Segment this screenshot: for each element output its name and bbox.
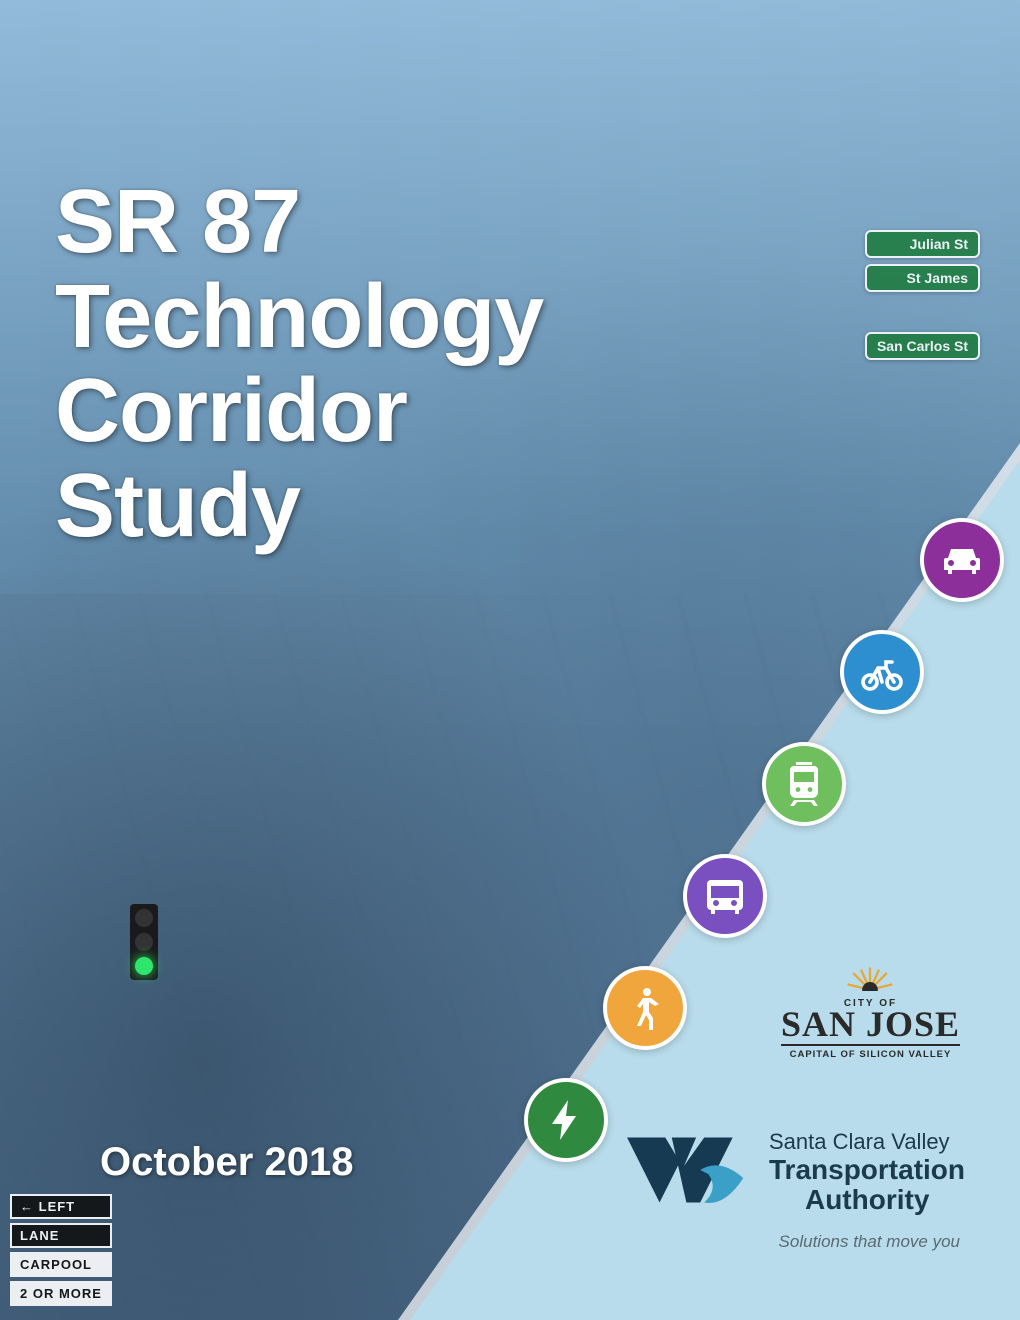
light-rail-icon <box>762 742 846 826</box>
lane-sign-carpool: CARPOOL <box>10 1252 112 1277</box>
vta-tagline: Solutions that move you <box>779 1232 960 1252</box>
traffic-light-yellow <box>135 933 153 951</box>
report-date: October 2018 <box>100 1140 353 1185</box>
logo-vta: Santa Clara Valley Transportation Author… <box>623 1125 965 1220</box>
sj-name: SAN JOSE <box>781 1009 960 1046</box>
logo-city-of-san-jose: CITY OF SAN JOSE CAPITAL OF SILICON VALL… <box>781 963 960 1060</box>
sun-icon <box>842 963 898 991</box>
vta-line3: Authority <box>769 1184 965 1216</box>
highway-signs: Julian St St James San Carlos St <box>865 230 980 366</box>
title-line-1: SR 87 <box>55 172 300 272</box>
sign-sancarlos: San Carlos St <box>865 332 980 360</box>
traffic-light-red <box>135 909 153 927</box>
car-icon <box>920 518 1004 602</box>
title-line-2: Technology <box>55 267 543 367</box>
ev-charge-icon <box>524 1078 608 1162</box>
traffic-light-green <box>135 957 153 975</box>
bicycle-icon <box>840 630 924 714</box>
bus-icon <box>683 854 767 938</box>
title-line-3: Corridor <box>55 361 407 461</box>
sign-stjames: St James <box>865 264 980 292</box>
pedestrian-icon <box>603 966 687 1050</box>
lane-signs: ← LEFT LANE CARPOOL 2 OR MORE <box>10 1194 112 1310</box>
vta-text: Santa Clara Valley Transportation Author… <box>769 1129 965 1216</box>
lane-sign-2ormore: 2 OR MORE <box>10 1281 112 1306</box>
sign-julian: Julian St <box>865 230 980 258</box>
sj-tagline: CAPITAL OF SILICON VALLEY <box>781 1049 960 1060</box>
lane-sign-left: ← LEFT <box>10 1194 112 1219</box>
report-title: SR 87 Technology Corridor Study <box>55 175 543 553</box>
vta-line1: Santa Clara Valley <box>769 1129 965 1155</box>
vta-mark-icon <box>623 1125 753 1220</box>
traffic-light <box>130 904 158 980</box>
report-cover: Julian St St James San Carlos St SR 87 T… <box>0 0 1020 1320</box>
title-line-4: Study <box>55 456 300 556</box>
vta-line2: Transportation <box>769 1155 965 1184</box>
lane-sign-lane: LANE <box>10 1223 112 1248</box>
